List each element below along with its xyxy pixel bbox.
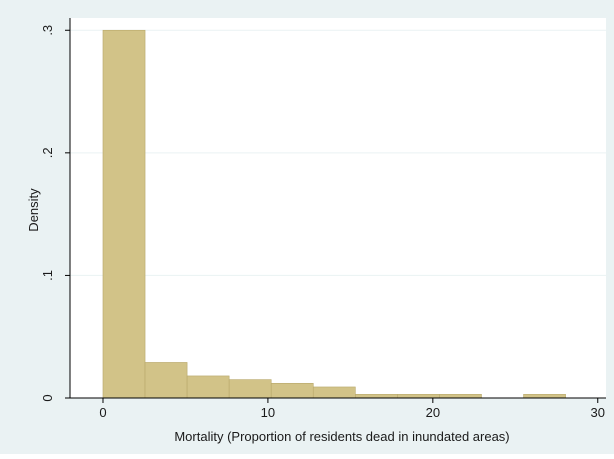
axes: 0 10 20 30 0 .1 .2 .3	[40, 18, 606, 420]
x-tick-label: 0	[99, 405, 106, 420]
histogram-bar	[228, 379, 272, 399]
y-tick-label: .3	[40, 25, 55, 36]
y-tick-label: .2	[40, 147, 55, 158]
y-tick-label: 0	[40, 394, 55, 401]
histogram-bar	[312, 386, 356, 399]
histogram-bar	[439, 394, 482, 399]
x-tick-label: 30	[591, 405, 605, 420]
histogram-bar	[397, 394, 440, 399]
x-tick-label: 20	[426, 405, 440, 420]
histogram-bar	[102, 29, 146, 399]
y-axis-label: Density	[26, 188, 41, 232]
axis-labels: Mortality (Proportion of residents dead …	[26, 188, 510, 444]
histogram-bar	[270, 382, 314, 399]
histogram-bar	[355, 394, 398, 399]
histogram-bar	[144, 362, 188, 399]
x-tick-label: 10	[261, 405, 275, 420]
histogram-bar	[186, 375, 230, 399]
x-axis-label: Mortality (Proportion of residents dead …	[174, 429, 509, 444]
y-tick-label: .1	[40, 270, 55, 281]
grid-lines	[70, 29, 606, 276]
histogram-bars	[102, 29, 566, 399]
histogram-bar	[523, 394, 566, 399]
plot-area-background	[70, 18, 606, 398]
